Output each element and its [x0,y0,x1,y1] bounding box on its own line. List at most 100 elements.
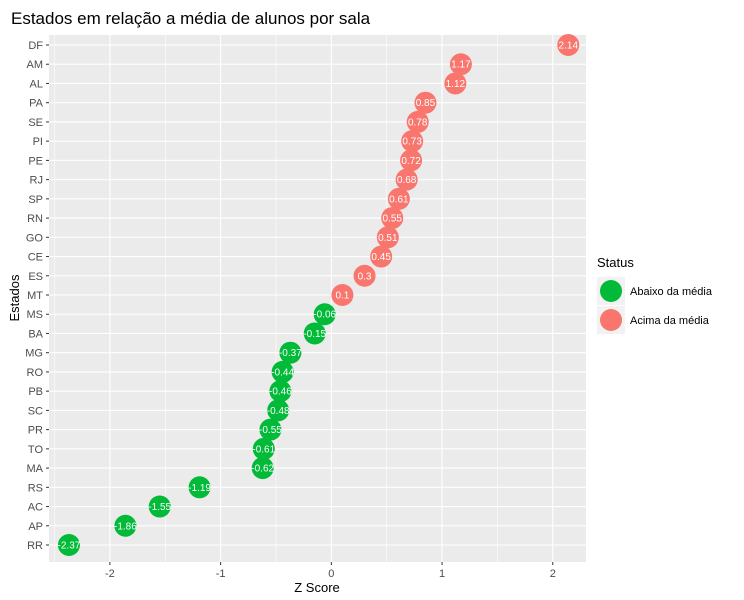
y-tick-label: MS [27,309,44,321]
data-point [376,226,399,249]
data-label: -0.46 [269,387,292,398]
data-label: 0.1 [335,291,349,302]
data-label: 0.51 [378,233,398,244]
y-tick-label: AL [30,78,43,90]
data-label: -0.55 [259,425,282,436]
legend: Status Abaixo da média Acima da média [597,255,713,334]
data-label: -0.15 [303,329,326,340]
y-tick-label: PB [28,386,43,398]
y-tick-label: SE [28,117,43,129]
data-point [313,303,336,326]
legend-key-dot [600,309,622,331]
data-point [259,418,282,441]
data-point [267,399,290,422]
x-tick-label: -1 [216,568,226,580]
data-point [331,284,354,306]
data-label: 0.68 [397,175,417,186]
data-label: -0.37 [279,348,302,359]
grid-lines [49,35,586,562]
y-axis-title: Estados [7,274,22,321]
data-label: -1.19 [188,483,211,494]
y-tick-label: MA [27,463,44,475]
y-tick-label: SC [28,405,43,417]
y-tick-label: CE [28,252,43,264]
data-label: 0.45 [371,252,391,263]
y-tick-label: SP [28,194,43,206]
data-point [57,534,80,556]
y-tick-label: BA [28,328,43,340]
x-axis-title: Z Score [294,580,340,595]
x-tick-label: 1 [439,568,445,580]
y-tick-label: PR [28,425,43,437]
data-point [251,457,274,480]
data-point [401,130,424,153]
plot-panel [49,35,586,562]
data-label: 0.3 [358,271,372,282]
data-point [114,514,137,537]
data-point [148,495,171,518]
y-tick-label: RR [27,540,43,552]
y-tick-label: RO [27,367,44,379]
data-point [395,168,418,191]
data-label: 1.17 [451,60,471,71]
data-label: 0.55 [383,214,403,225]
data-label: -1.86 [114,521,137,532]
data-point [381,207,404,230]
data-label: -0.61 [252,444,275,455]
legend-label: Acima da média [630,315,710,327]
data-point [557,34,580,56]
legend-key-dot [600,280,622,302]
data-point [387,187,410,210]
y-tick-label: AC [28,502,43,514]
y-axis-ticks: RR AP AC RS MA TO PR SC PB RO MG BA MS MT ES CE GO RN SP RJ… [25,40,49,552]
y-tick-label: TO [28,444,44,456]
legend-label: Abaixo da média [630,286,713,298]
data-label: 0.73 [402,137,422,148]
y-tick-label: RJ [30,175,43,187]
data-point [353,264,376,287]
data-label: -0.62 [251,464,274,475]
y-tick-label: AM [27,59,44,71]
y-tick-label: ES [28,271,43,283]
data-label: 0.78 [408,117,428,128]
y-tick-label: PA [29,98,44,110]
data-label: -0.44 [271,367,294,378]
x-axis-ticks: -2 -1 0 1 2 [105,562,556,580]
data-label: 2.14 [559,41,579,52]
y-tick-label: RN [27,213,43,225]
legend-title: Status [597,255,634,270]
data-point [400,149,423,172]
data-label: 0.85 [416,98,436,109]
data-label: 0.61 [389,194,409,205]
data-point [269,380,292,403]
y-tick-label: RS [28,482,43,494]
x-tick-label: -2 [105,568,115,580]
data-point [444,72,467,95]
data-point [449,53,472,76]
data-label: -0.48 [267,406,290,417]
data-label: 0.72 [401,156,421,167]
data-label: -2.37 [58,541,81,552]
data-point [279,341,302,364]
y-tick-label: PI [33,136,43,148]
data-point [271,360,294,383]
data-point [303,322,326,345]
x-tick-label: 2 [550,568,556,580]
data-label: -0.06 [313,310,336,321]
data-points: -2.37 -1.86 -1.55 -1.19 -0.62 -0.61 -0.55 -0.48… [58,34,580,556]
data-point [188,476,211,499]
data-label: 1.12 [446,79,466,90]
data-point [252,437,275,460]
y-tick-label: MG [25,348,43,360]
x-tick-label: 0 [328,568,334,580]
data-point [406,110,429,133]
data-point [370,245,393,268]
y-tick-label: PE [28,155,43,167]
y-tick-label: DF [28,40,43,52]
y-tick-label: GO [26,232,44,244]
y-tick-label: AP [28,521,43,533]
y-tick-label: MT [27,290,43,302]
chart-title: Estados em relação a média de alunos por… [11,9,371,28]
data-point [414,91,437,114]
